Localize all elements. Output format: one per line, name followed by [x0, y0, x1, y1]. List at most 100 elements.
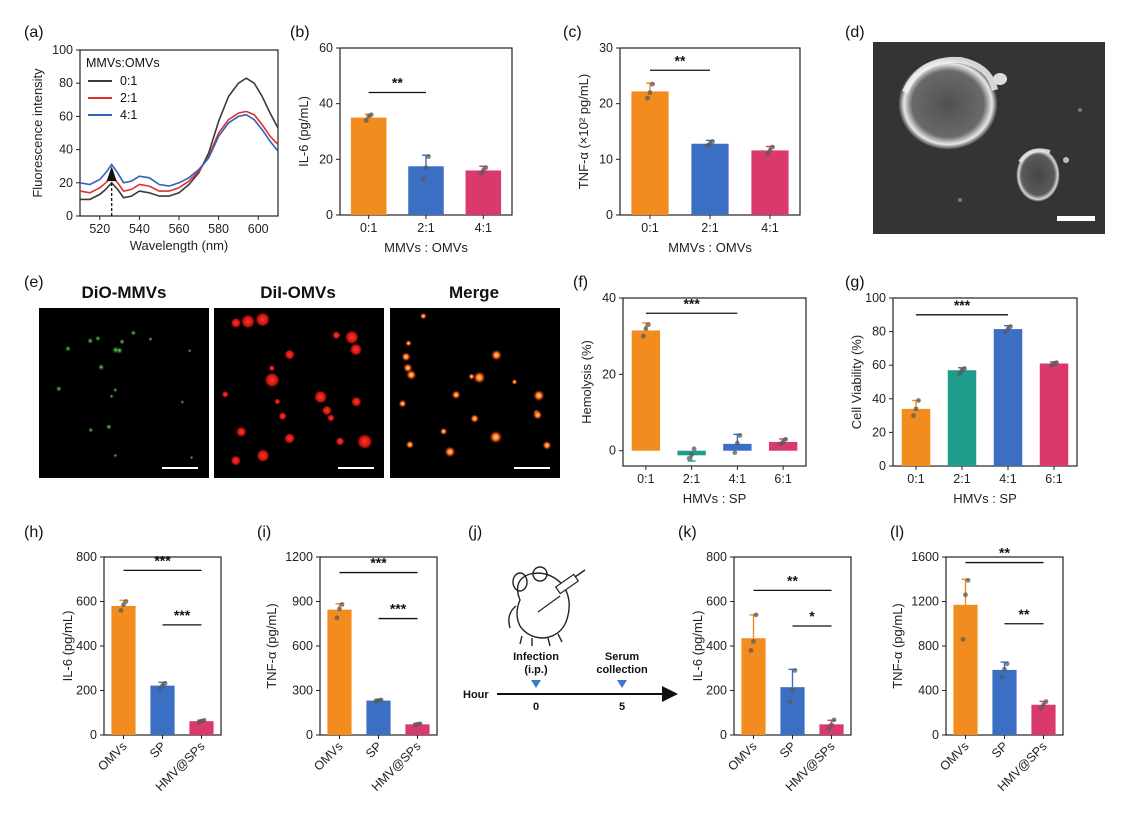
- plot-frame: [79, 49, 279, 217]
- red-fluorescent-dot: [230, 455, 241, 466]
- legend-title: MMVs:OMVs: [86, 56, 160, 70]
- bar-HMV@SPs: [405, 724, 430, 735]
- data-point: [963, 592, 968, 598]
- data-point: [378, 697, 384, 703]
- x-tick-label: 600: [248, 222, 269, 236]
- y-tick-label: 200: [76, 684, 97, 698]
- data-point: [645, 322, 651, 328]
- bar-4:1: [723, 443, 752, 451]
- micro-title-dio: DiO-MMVs: [82, 283, 167, 302]
- y-tick-label: 30: [599, 41, 613, 55]
- x-tick-label: 0:1: [637, 472, 654, 486]
- data-point: [767, 148, 773, 153]
- y-tick-label: 800: [706, 550, 727, 564]
- y-axis-label: TNF-α (pg/mL): [264, 603, 279, 689]
- y-tick-label: 0: [932, 728, 939, 742]
- y-tick-label: 0: [66, 209, 73, 223]
- data-point: [118, 608, 124, 613]
- significance-label: **: [787, 572, 798, 588]
- significance-label: **: [1019, 606, 1030, 622]
- arrow-infection: [531, 680, 541, 688]
- data-point: [339, 602, 345, 607]
- micro-image-merge: [390, 308, 560, 478]
- red-fluorescent-dot: [274, 398, 281, 405]
- series-line-4:1: [79, 113, 279, 187]
- data-point: [829, 722, 834, 728]
- x-tick-label: 4:1: [761, 221, 778, 235]
- panel-label-f: (f): [573, 274, 588, 291]
- y-axis-label: IL-6 (pg/mL): [690, 611, 705, 682]
- microscopy-panel: DiO-MMVs DiI-OMVs Merge: [39, 283, 560, 478]
- x-tick-label: SP: [989, 739, 1011, 761]
- merged-fluorescent-dot: [472, 370, 486, 385]
- data-point: [1004, 661, 1010, 667]
- significance-label: **: [999, 545, 1010, 561]
- data-point: [787, 699, 793, 705]
- y-axis-label: Cell Viability (%): [849, 335, 864, 429]
- red-fluorescent-dot: [230, 317, 242, 329]
- significance-label: ***: [954, 297, 971, 313]
- x-tick-label: 540: [129, 222, 150, 236]
- bar-4:1: [993, 329, 1023, 466]
- data-point: [334, 615, 340, 621]
- y-tick-label: 400: [918, 684, 939, 698]
- series-line-0:1: [80, 77, 279, 201]
- x-tick-label: OMVs: [311, 739, 345, 773]
- green-fluorescent-dot: [130, 329, 137, 336]
- legend-label: 2:1: [120, 91, 137, 105]
- micro-title-merge: Merge: [449, 283, 499, 302]
- green-fluorescent-dot: [87, 427, 94, 433]
- bar-6:1: [768, 441, 798, 451]
- data-point: [999, 674, 1005, 680]
- significance-label: *: [809, 608, 815, 624]
- data-point: [962, 366, 967, 371]
- bar-0:1: [631, 330, 661, 451]
- annotation-arrowhead: [106, 166, 117, 182]
- bar-2:1: [947, 370, 977, 466]
- green-fluorescent-dot: [148, 336, 153, 342]
- panel-label-k: (k): [678, 524, 697, 541]
- data-point: [1054, 360, 1059, 366]
- y-axis-label: IL-6 (pg/mL): [60, 611, 75, 682]
- merged-fluorescent-dot: [542, 440, 552, 451]
- y-tick-label: 400: [706, 639, 727, 653]
- y-axis-label: TNF-α (pg/mL): [890, 603, 905, 689]
- y-tick-label: 0: [609, 444, 616, 458]
- data-point: [960, 636, 966, 642]
- data-point: [783, 436, 789, 442]
- spectrum-chart-a: 0 20 40 60 80 100 Fluorescence intensity 520 540…: [30, 43, 279, 253]
- data-point: [765, 151, 770, 157]
- y-tick-label: 60: [872, 358, 886, 372]
- bar-4:1: [465, 170, 502, 215]
- red-fluorescent-dot: [327, 414, 335, 422]
- data-point: [426, 154, 431, 159]
- red-fluorescent-dot: [344, 330, 360, 345]
- significance-label: ***: [154, 552, 171, 568]
- data-point: [916, 398, 921, 403]
- x-tick-label: SP: [777, 739, 799, 761]
- data-point: [1008, 324, 1013, 329]
- y-tick-label: 0: [879, 459, 886, 473]
- x-tick-label: 4:1: [999, 472, 1016, 486]
- data-point: [691, 446, 697, 452]
- sem-image: [873, 42, 1105, 234]
- merged-fluorescent-dot: [451, 390, 461, 400]
- x-axis-label: HMVs : SP: [683, 491, 747, 506]
- y-tick-label: 800: [76, 550, 97, 564]
- plot-frame: [892, 297, 1078, 467]
- y-tick-label: 100: [865, 291, 886, 305]
- x-tick-label: 580: [208, 222, 229, 236]
- red-fluorescent-dot: [284, 349, 295, 360]
- significance-label: ***: [390, 601, 407, 617]
- panel-label-l: (l): [890, 524, 904, 541]
- data-point: [363, 117, 369, 123]
- merged-fluorescent-dot: [488, 430, 503, 445]
- y-tick-label: 20: [599, 97, 613, 111]
- bar-chart-b: 0 20 40 60 IL-6 (pg/mL) 0:1 2:1 4:1 MMVs : OMVs *…: [296, 41, 513, 255]
- label-ip: (i.p.): [524, 664, 548, 676]
- data-point: [686, 455, 692, 461]
- data-point: [792, 668, 798, 673]
- data-point: [650, 81, 655, 87]
- y-tick-label: 60: [59, 109, 73, 123]
